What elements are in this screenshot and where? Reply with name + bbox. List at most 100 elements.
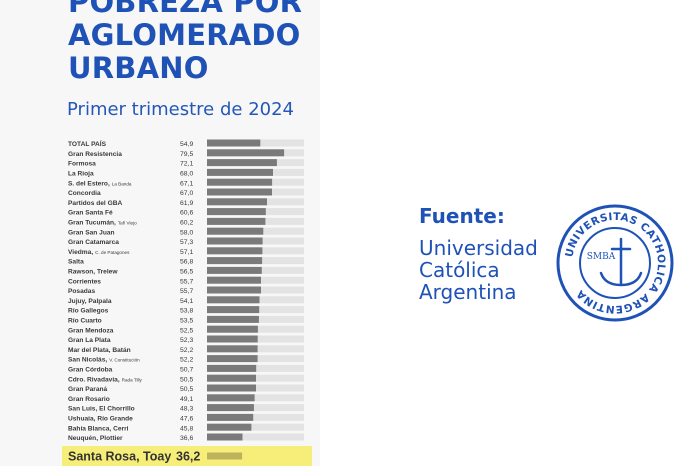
bar: [207, 188, 272, 196]
category-name: Bahía Blanca, Cerri: [68, 425, 129, 432]
chart-subtitle: Primer trimestre de 2024: [67, 99, 295, 120]
category-note: La Banda: [112, 181, 132, 186]
value-label: 56,5: [180, 269, 193, 276]
bar: [207, 208, 266, 216]
value-label: 67,0: [180, 190, 193, 197]
value-label: 60,6: [180, 210, 193, 217]
category-label: Gran San Juan: [68, 229, 115, 236]
category-label: Formosa: [68, 161, 96, 168]
bar: [207, 345, 258, 353]
value-label: 54,9: [180, 141, 193, 148]
bar: [207, 296, 260, 304]
category-name: Gran Córdoba: [68, 367, 113, 374]
chart-row: Río Gallegos 53,8: [68, 306, 304, 315]
category-label: Mar del Plata, Batán: [68, 347, 131, 354]
chart-row: Ushuaia, Río Grande 47,6: [68, 413, 304, 423]
chart-row: Gran Córdoba 50,7: [68, 364, 304, 374]
bar: [207, 335, 258, 343]
category-note: C. de Patagones: [95, 250, 130, 255]
bar: [207, 227, 264, 235]
category-name: Río Cuarto: [68, 318, 102, 325]
category-name: San Nicolás,: [68, 357, 107, 364]
category-name: Salta: [68, 259, 84, 266]
value-label: 57,3: [180, 239, 193, 246]
category-name: Gran Mendoza: [68, 327, 114, 334]
seal-ring-text-path: UNIVERSITAS CATHOLICA ARGENTINA: [563, 211, 666, 315]
bar: [207, 355, 258, 363]
chart-row: Partidos del GBA 61,9: [68, 198, 304, 207]
source-org-name: Universidad Católica Argentina: [419, 237, 559, 303]
value-label: 53,8: [180, 308, 193, 315]
category-label: Corrientes: [68, 278, 101, 285]
category-label: TOTAL PAÍS: [68, 139, 107, 148]
seal-ring-text: UNIVERSITAS CATHOLICA ARGENTINA: [563, 211, 667, 315]
category-label: Salta: [68, 259, 84, 266]
bar: [207, 394, 255, 402]
category-label: S. del Estero, La Banda: [68, 180, 132, 187]
category-label: Gran Paraná: [68, 386, 108, 393]
category-name: Partidos del GBA: [68, 200, 122, 207]
chart-row: La Rioja 68,0: [68, 168, 304, 178]
category-name: Cdro. Rivadavia,: [68, 376, 120, 383]
category-label: Gran Mendoza: [68, 327, 114, 334]
value-label: 53,5: [180, 318, 193, 325]
category-name: Formosa: [68, 161, 96, 168]
value-label: 55,7: [180, 278, 193, 285]
value-label: 45,8: [180, 425, 193, 432]
category-name: Viedma,: [68, 249, 93, 256]
value-label: 67,1: [180, 180, 193, 187]
university-seal-logo: UNIVERSITAS CATHOLICA ARGENTINA SMBA: [556, 204, 674, 322]
category-label: Viedma, C. de Patagones: [68, 249, 130, 256]
bar: [207, 149, 285, 157]
seal-inner-ring: [579, 227, 651, 299]
category-label: Gran Santa Fé: [68, 210, 113, 217]
category-name: Gran San Juan: [68, 229, 115, 236]
value-label: 60,2: [180, 220, 193, 227]
bar-track: [207, 394, 304, 402]
category-note: Tafí Viejo: [118, 221, 137, 226]
value-label: 49,1: [180, 396, 193, 403]
chart-row: Cdro. Rivadavia, Rada Tilly 50,5: [68, 374, 304, 383]
chart-title: POBREZA POR AGLOMERADO URBANO: [68, 0, 328, 85]
highlight-value-label: 36,2: [176, 450, 200, 464]
highlight-background: [62, 446, 312, 466]
chart-row: Bahía Blanca, Cerri 45,8: [68, 423, 304, 432]
category-label: Partidos del GBA: [68, 200, 122, 207]
bar: [207, 159, 277, 167]
chart-row: Gran Tucumán, Tafí Viejo 60,2: [68, 217, 304, 227]
highlight-category-label: Santa Rosa, Toay: [68, 450, 171, 464]
value-label: 47,6: [180, 416, 193, 423]
category-name: Gran La Plata: [68, 337, 111, 344]
chart-row: Gran San Juan 58,0: [68, 227, 304, 236]
chart-row: Jujuy, Palpala 54,1: [68, 296, 304, 305]
highlight-bar: [207, 452, 243, 460]
bar-track: [207, 433, 304, 441]
category-name: Ushuaia, Río Grande: [68, 416, 133, 423]
seal-outer-ring: [556, 204, 674, 322]
chart-row: Formosa 72,1: [68, 159, 304, 168]
value-label: 52,3: [180, 337, 193, 344]
category-name: Gran Catamarca: [68, 239, 119, 246]
value-label: 50,5: [180, 376, 193, 383]
value-label: 55,7: [180, 288, 193, 295]
bar-track: [207, 423, 304, 431]
category-label: Río Cuarto: [68, 318, 102, 325]
category-name: Mar del Plata, Batán: [68, 347, 131, 354]
source-org-line-3: Argentina: [419, 280, 517, 304]
bar: [207, 306, 260, 314]
category-label: Gran Tucumán, Tafí Viejo: [68, 220, 137, 227]
chart-row: Gran Santa Fé 60,6: [68, 208, 304, 217]
chart-row: Gran Resistencia 79,5: [68, 149, 304, 158]
category-name: Gran Resistencia: [68, 151, 122, 158]
value-label: 50,5: [180, 386, 193, 393]
chart-row: Gran Mendoza 52,5: [68, 325, 304, 334]
chart-row: Salta 56,8: [68, 257, 304, 266]
category-name: Posadas: [68, 288, 95, 295]
title-line-3: URBANO: [68, 51, 209, 85]
category-note: V. Constitución: [109, 358, 140, 363]
value-label: 56,8: [180, 259, 193, 266]
seal-center-text: SMBA: [587, 252, 616, 262]
value-label: 58,0: [180, 229, 193, 236]
value-label: 52,2: [180, 347, 193, 354]
category-name: Gran Tucumán,: [68, 220, 116, 227]
